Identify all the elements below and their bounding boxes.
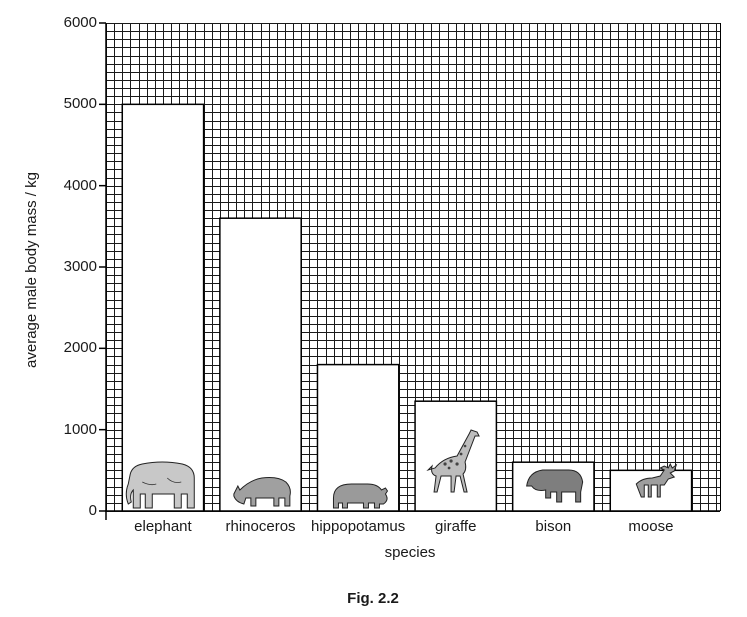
- y-tick-label: 2000: [63, 339, 97, 357]
- figure-caption: Fig. 2.2: [347, 590, 399, 607]
- x-category-label: bison: [535, 518, 572, 535]
- bar-hippopotamus: [316, 363, 400, 512]
- bison-icon: [526, 469, 584, 503]
- x-category-label: moose: [628, 518, 674, 535]
- y-tick-label: 1000: [63, 420, 97, 438]
- bar-elephant: [121, 103, 205, 512]
- rhinoceros-icon: [233, 477, 291, 507]
- bar-giraffe: [414, 400, 498, 512]
- hippopotamus-icon: [332, 483, 389, 509]
- elephant-icon: [125, 461, 195, 509]
- y-tick-label: 4000: [63, 176, 97, 194]
- bar-rhinoceros: [219, 217, 302, 512]
- y-tick-label: 5000: [63, 95, 97, 113]
- bar-bison: [511, 461, 595, 512]
- x-category-label: hippopotamus: [311, 518, 406, 535]
- y-tick-label: 0: [88, 502, 97, 519]
- y-tick-label: 3000: [63, 258, 97, 275]
- x-category-label: elephant: [134, 518, 192, 535]
- y-axis-label: average male body mass / kg: [23, 172, 40, 368]
- x-category-label: rhinoceros: [225, 518, 296, 535]
- x-category-label: giraffe: [435, 518, 477, 535]
- grid: [106, 23, 721, 512]
- giraffe-icon: [426, 429, 480, 493]
- y-tick-label: 6000: [63, 14, 97, 31]
- moose-icon: [635, 462, 678, 498]
- bar-moose: [609, 462, 693, 512]
- x-axis-label: species: [384, 544, 436, 561]
